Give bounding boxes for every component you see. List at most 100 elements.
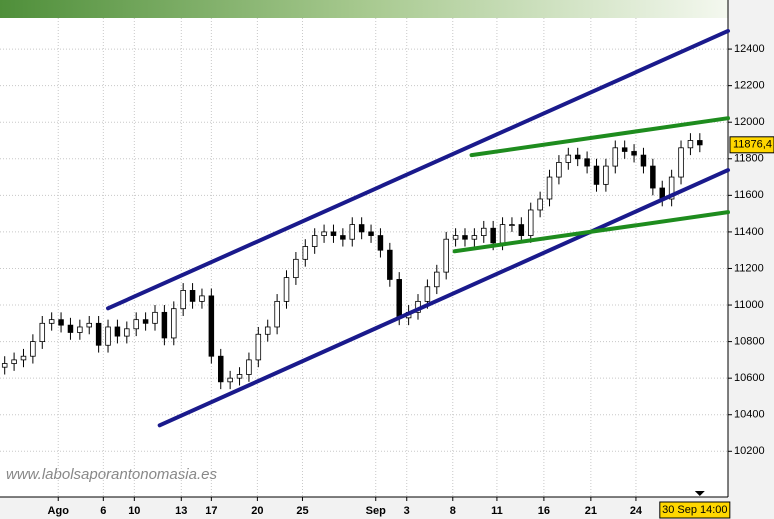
y-tick-label: 10400: [734, 409, 765, 421]
candle-body: [171, 308, 177, 339]
candle-body: [490, 227, 496, 244]
candle-body: [264, 326, 271, 335]
plot-area: [0, 0, 728, 497]
y-tick-label: 11200: [734, 262, 764, 274]
candle-body: [537, 198, 543, 211]
candle-body: [227, 377, 233, 383]
candle-body: [368, 231, 374, 236]
candle-body: [39, 322, 46, 342]
candle-body: [349, 224, 356, 240]
candle-body: [443, 238, 449, 273]
candle-body: [293, 258, 299, 279]
candle-body: [481, 227, 487, 236]
trendline: [106, 28, 730, 311]
candle-body: [236, 374, 243, 379]
candle-body: [330, 231, 337, 236]
candle-body: [509, 224, 515, 226]
candle-body: [217, 355, 224, 383]
candle-body: [546, 176, 553, 200]
x-tick-label: 17: [205, 505, 217, 517]
candle-body: [142, 319, 149, 324]
candle-body: [565, 154, 572, 163]
candle-body: [340, 235, 346, 240]
candle-body: [640, 154, 647, 167]
y-tick-label: 12000: [734, 116, 765, 128]
candle-body: [114, 326, 121, 337]
candle-body: [311, 235, 318, 247]
candle-body: [30, 341, 36, 357]
last-time-arrow: [694, 491, 705, 496]
candle-body: [358, 224, 365, 233]
candle-body: [434, 271, 440, 288]
trendline: [469, 116, 730, 158]
last-time-box: [659, 501, 731, 519]
candle-body: [424, 286, 431, 302]
candle-body: [612, 147, 619, 167]
y-tick-label: 10800: [734, 336, 765, 348]
x-tick-label: 10: [128, 505, 140, 517]
candle-body: [133, 319, 139, 330]
y-tick-label: 11000: [734, 299, 764, 311]
candle-body: [321, 231, 327, 236]
candle-body: [11, 359, 17, 364]
candle-body: [396, 279, 402, 319]
candle-body: [678, 147, 684, 178]
candle-body: [246, 359, 252, 375]
candle-body: [208, 295, 215, 357]
candle-body: [86, 322, 92, 328]
candle-body: [499, 224, 506, 244]
candle-body: [668, 176, 675, 200]
candle-body: [697, 140, 703, 146]
candle-body: [593, 165, 600, 185]
x-tick-label: 21: [585, 505, 597, 517]
candle-body: [48, 319, 55, 324]
watermark: www.labolsaporantonomasia.es: [6, 466, 217, 483]
candle-body: [377, 235, 384, 251]
candle-body: [152, 311, 158, 324]
candle-body: [650, 165, 656, 189]
y-tick-label: 10200: [734, 445, 765, 457]
candle-body: [199, 295, 205, 302]
candle-body: [255, 333, 262, 361]
x-tick-label: 3: [404, 505, 410, 517]
candle-body: [58, 319, 64, 326]
candle-body: [462, 235, 468, 240]
x-tick-label: 20: [251, 505, 263, 517]
y-tick-label: 11400: [734, 226, 764, 238]
candle-body: [180, 290, 186, 310]
candle-body: [687, 140, 694, 149]
y-tick-label: 11600: [734, 189, 764, 201]
x-tick-label: 8: [450, 505, 456, 517]
candle-body: [471, 235, 478, 240]
candle-body: [161, 311, 168, 339]
candle-body: [527, 209, 534, 236]
x-tick-label: 25: [296, 505, 308, 517]
x-tick-label: 16: [538, 505, 550, 517]
candle-body: [67, 324, 74, 333]
candle-body: [631, 151, 637, 156]
y-tick-label: 11800: [734, 153, 764, 165]
y-tick-label: 10600: [734, 372, 765, 384]
candle-body: [95, 322, 102, 346]
x-tick-label: Ago: [48, 505, 70, 517]
last-time-label: 30 Sep 14:00: [662, 504, 727, 516]
x-tick-label: 24: [630, 505, 643, 517]
last-price-box: [729, 136, 774, 154]
candle-body: [1, 363, 8, 368]
x-tick-label: Sep: [366, 505, 386, 517]
candle-body: [20, 355, 27, 361]
x-tick-label: 13: [175, 505, 187, 517]
candle-body: [283, 277, 290, 302]
candle-body: [621, 147, 628, 152]
candle-body: [124, 328, 130, 337]
candle-body: [274, 300, 280, 328]
y-tick-label: 12400: [734, 43, 765, 55]
trendline: [157, 168, 730, 428]
y-tick-label: 12200: [734, 80, 765, 92]
candle-body: [387, 249, 393, 280]
candle-body: [452, 235, 459, 240]
candle-body: [105, 326, 111, 346]
candle-body: [556, 162, 562, 178]
header-bar: [0, 0, 728, 18]
